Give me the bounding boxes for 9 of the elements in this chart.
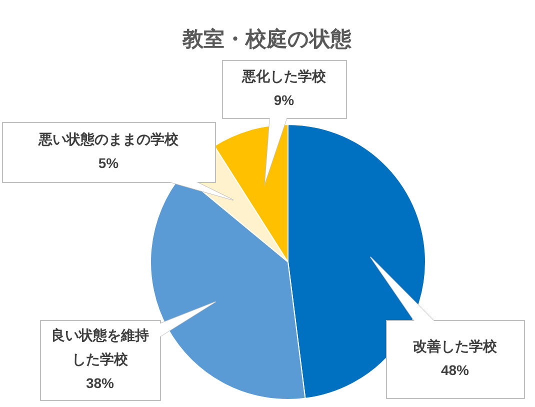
slice-label: 悪い状態のままの学校 bbox=[38, 130, 180, 147]
data-label: 48% bbox=[440, 362, 470, 378]
data-label: 38% bbox=[86, 374, 115, 391]
data-label: 9% bbox=[274, 92, 295, 108]
slice-label: 改善した学校 bbox=[413, 338, 498, 354]
chart-title: 教室・校庭の状態 bbox=[182, 26, 352, 51]
data-label: 5% bbox=[98, 154, 120, 171]
slice-label: 悪化した学校 bbox=[241, 68, 327, 84]
slice-label: 良い状態を維持した学校 bbox=[51, 326, 149, 367]
